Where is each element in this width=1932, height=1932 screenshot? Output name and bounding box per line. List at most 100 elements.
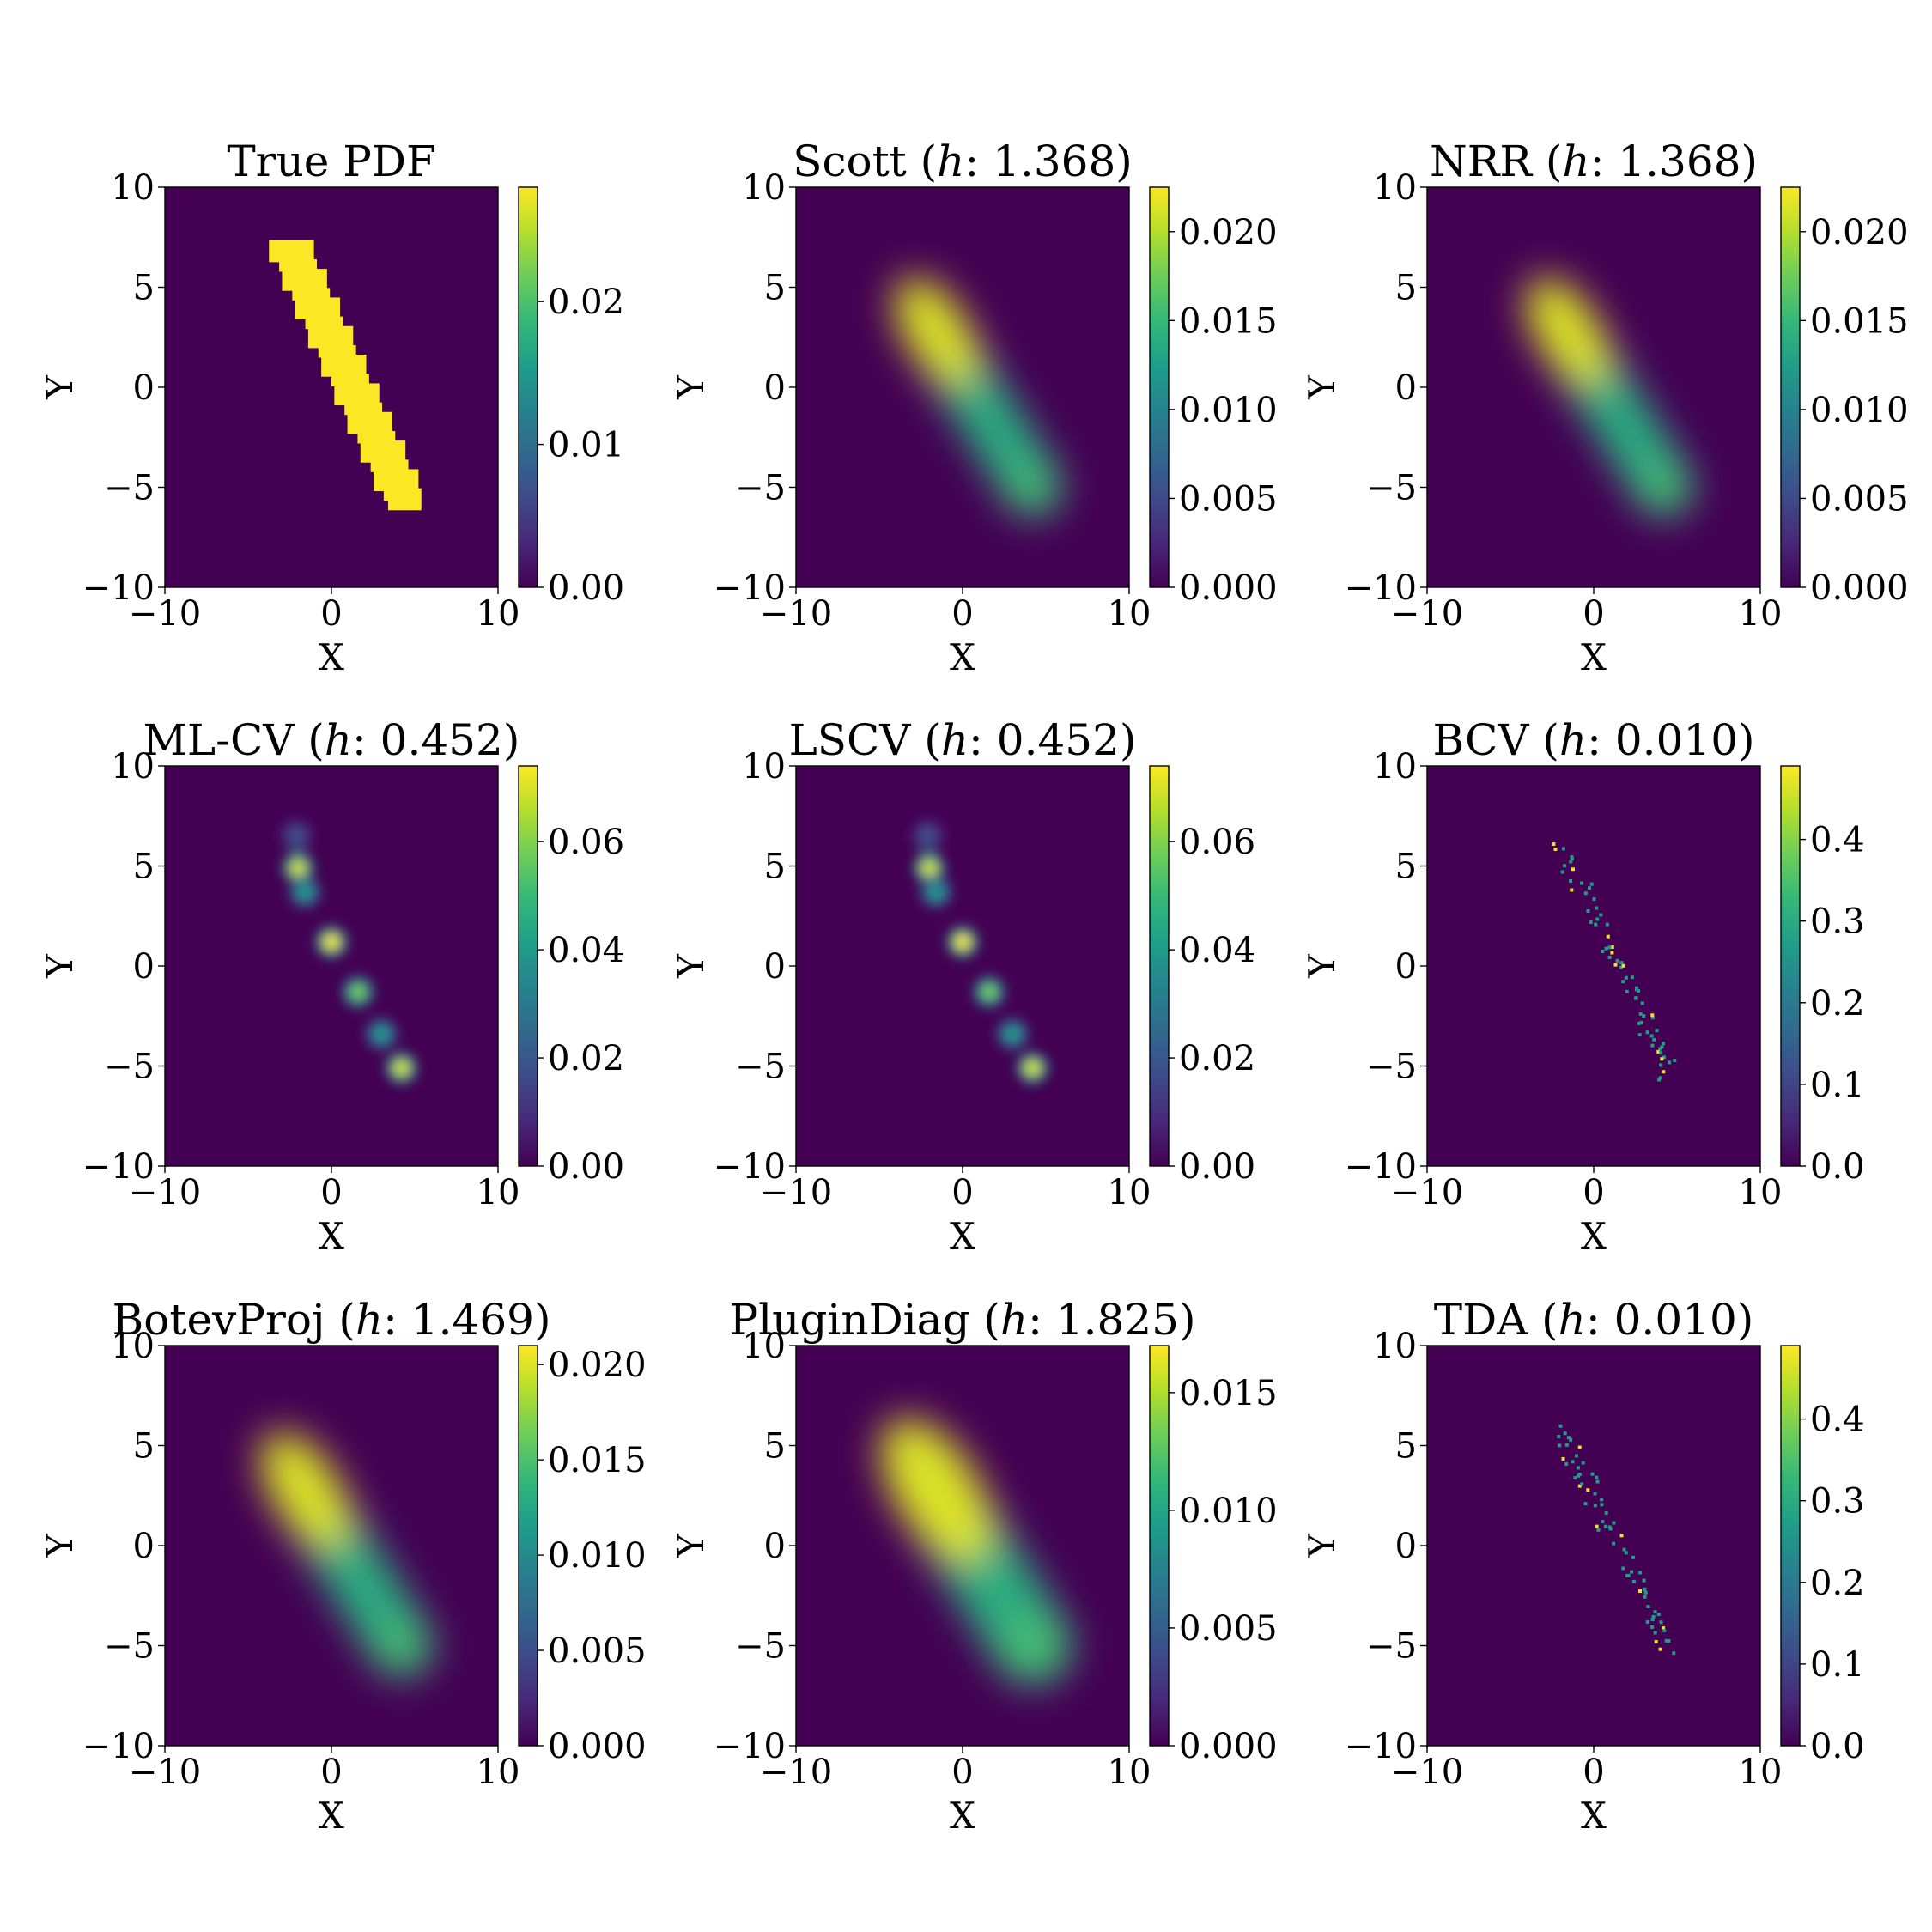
density-blob-core <box>290 860 307 876</box>
x-tick-label: −10 <box>760 594 832 634</box>
density-pixel <box>1610 945 1614 950</box>
density-pixel <box>1659 1063 1663 1067</box>
y-tick-label: −10 <box>1345 568 1417 608</box>
density-pixel <box>1615 958 1619 963</box>
y-tick-label: 10 <box>111 1327 155 1366</box>
x-axis-label: X <box>950 1215 975 1257</box>
x-tick-label: 0 <box>1583 594 1604 634</box>
density-pixel <box>1569 860 1573 864</box>
y-tick-label: −10 <box>82 1147 155 1187</box>
density-pixel <box>1619 965 1623 969</box>
density-pixel <box>1563 1431 1567 1436</box>
y-tick-label: 5 <box>764 269 786 308</box>
y-tick-label: 0 <box>1395 947 1417 987</box>
x-tick-label: 10 <box>477 1753 520 1792</box>
y-tick-label: 0 <box>133 1527 155 1566</box>
y-tick-label: 5 <box>1395 1427 1417 1467</box>
colorbar-tick-label: 0.000 <box>1810 568 1909 608</box>
density-pixel <box>1660 1057 1664 1061</box>
density-pixel <box>1577 1484 1582 1488</box>
density-blob-core <box>296 884 313 900</box>
density-blob-core <box>350 984 367 1000</box>
x-tick-label: 10 <box>1739 594 1783 634</box>
y-tick-label: −5 <box>735 1627 786 1667</box>
density-pixel <box>1650 1016 1655 1020</box>
density-blob-core <box>393 1060 410 1076</box>
density-pixel <box>1662 1626 1666 1631</box>
density-pixel <box>1561 1456 1565 1461</box>
density-pixel <box>1642 1014 1646 1018</box>
density-pixel <box>1594 922 1598 927</box>
density-blob-core <box>981 984 998 1000</box>
density-peak <box>260 1431 349 1547</box>
density-pixel <box>1650 1618 1655 1622</box>
y-tick-label: −5 <box>104 1048 155 1087</box>
y-tick-label: 10 <box>1373 747 1417 787</box>
y-tick-label: 5 <box>1395 848 1417 887</box>
density-pixel <box>1570 855 1574 860</box>
x-tick-label: 10 <box>1108 594 1151 634</box>
x-tick-label: −10 <box>1391 1753 1463 1792</box>
subplot-2: −10 0 10 −10 −5 0 5 10 X Y NRR (h: 1.368) 0.000 0.00… <box>1301 137 1909 678</box>
x-tick-label: −10 <box>1391 1173 1463 1212</box>
colorbar-tick-label: 0.2 <box>1810 1564 1865 1603</box>
colorbar-frame <box>1780 1345 1801 1747</box>
density-pixel <box>1630 1570 1634 1574</box>
density-pixel <box>1588 886 1592 890</box>
density-pixel <box>1589 882 1594 886</box>
y-tick-label: 5 <box>133 269 155 308</box>
y-axis-label: Y <box>1301 1533 1343 1558</box>
x-axis-label: X <box>319 636 344 678</box>
density-pixel <box>1564 1443 1569 1447</box>
colorbar-tick-label: 0.06 <box>1179 823 1255 862</box>
colorbar-tick-label: 0.010 <box>1810 391 1909 430</box>
density-pixel <box>1577 1445 1582 1449</box>
subplot-8: −10 0 10 −10 −5 0 5 10 X Y TDA (h: 0.010) 0.0 0.1 0.2… <box>1301 1295 1865 1837</box>
x-axis-label: X <box>950 636 975 678</box>
density-pixel <box>1593 1492 1597 1496</box>
density-pixel <box>1645 1619 1649 1624</box>
colorbar-tick-label: 0.015 <box>1179 1374 1278 1413</box>
density-pixel <box>1558 1424 1563 1428</box>
density-pixel <box>1593 1504 1597 1508</box>
density-pixel <box>1659 1620 1663 1625</box>
y-tick-label: 5 <box>133 848 155 887</box>
y-axis-label: Y <box>670 953 712 979</box>
heatmap-background <box>796 766 1129 1166</box>
subplot-title: BCV (h: 0.010) <box>1432 715 1754 765</box>
y-axis-label: Y <box>39 953 81 979</box>
x-axis-label: X <box>1581 1795 1607 1837</box>
colorbar <box>1781 1346 1800 1746</box>
density-pixel <box>1631 1579 1636 1583</box>
density-pixel <box>1638 1571 1643 1575</box>
density-pixel <box>1579 881 1583 885</box>
density-pixel <box>1634 987 1638 992</box>
colorbar-tick-label: 0.000 <box>1179 568 1278 608</box>
density-lobe <box>1010 465 1055 510</box>
density-pixel <box>1626 1573 1631 1577</box>
x-tick-label: −10 <box>1391 594 1463 634</box>
x-axis-label: X <box>319 1795 344 1837</box>
y-tick-label: 0 <box>1395 368 1417 408</box>
y-tick-label: 10 <box>1373 168 1417 208</box>
density-pixel <box>1662 1070 1666 1074</box>
density-pixel <box>1637 1021 1641 1025</box>
y-axis-label: Y <box>1301 953 1343 979</box>
colorbar-tick-label: 0.00 <box>548 1147 624 1187</box>
subplot-title: True PDF <box>227 137 435 186</box>
heatmap-area <box>281 820 417 1084</box>
density-pixel <box>1569 1437 1573 1442</box>
density-pixel <box>1552 842 1556 847</box>
density-pixel <box>1600 1503 1604 1507</box>
density-pixel <box>1607 1525 1612 1529</box>
colorbar <box>1150 1346 1169 1746</box>
density-pixel <box>1571 1460 1575 1464</box>
density-pixel <box>1624 1551 1628 1555</box>
y-tick-label: −5 <box>735 1048 786 1087</box>
density-pixel <box>1655 1029 1659 1033</box>
y-tick-label: −10 <box>714 568 786 608</box>
colorbar-tick-label: 0.01 <box>548 426 624 465</box>
colorbar-tick-label: 0.005 <box>1179 1609 1278 1649</box>
y-tick-label: 10 <box>111 168 155 208</box>
heatmap-background <box>165 766 498 1166</box>
